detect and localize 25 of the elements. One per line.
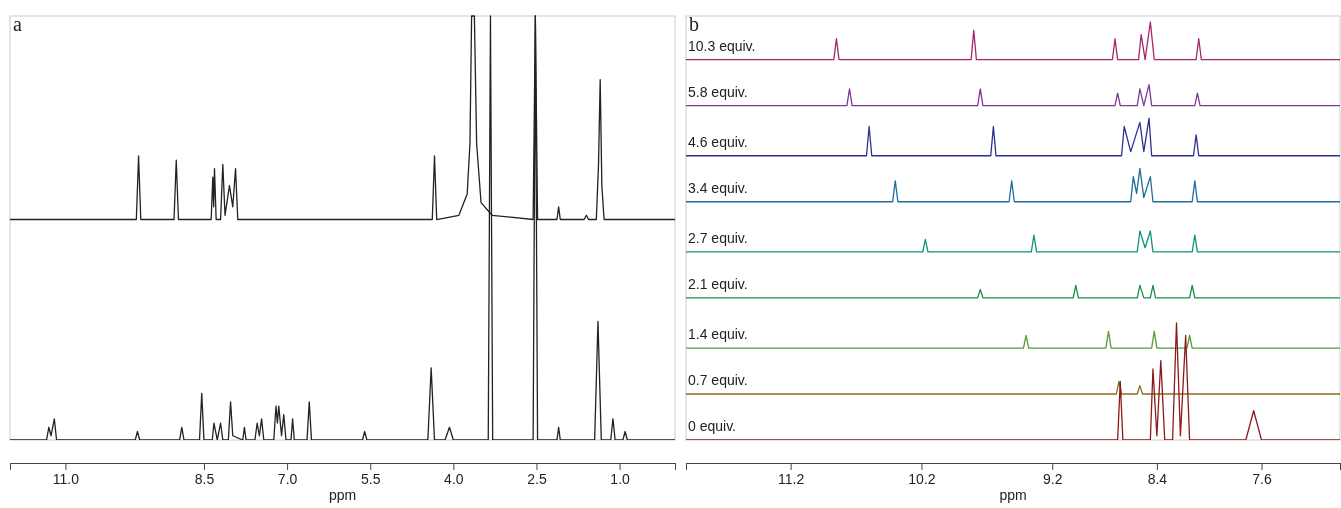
series-label: 0 equiv. <box>688 418 736 434</box>
x-tick-label: 9.2 <box>1043 470 1063 487</box>
x-tick-label: 11.2 <box>778 470 805 487</box>
series-label: 5.8 equiv. <box>688 83 748 100</box>
x-tick-label: 7.0 <box>277 470 298 487</box>
series-label: 3.4 equiv. <box>688 179 748 196</box>
series-label: 4.6 equiv. <box>688 133 748 150</box>
annotation: a <box>13 13 22 35</box>
x-tick-label: 4.0 <box>444 470 464 487</box>
x-tick-label: 5.5 <box>360 470 381 487</box>
x-tick-label: 8.5 <box>194 470 215 487</box>
x-axis-title: ppm <box>999 487 1027 503</box>
x-tick-label: 10.2 <box>908 470 936 487</box>
series-label: 1.4 equiv. <box>688 326 748 343</box>
series-label: 2.7 equiv. <box>688 229 748 246</box>
series-label: 10.3 equiv. <box>688 37 756 54</box>
series-label: 2.1 equiv. <box>688 275 748 292</box>
series-label: 0.7 equiv. <box>688 372 748 389</box>
x-tick-label: 11.0 <box>52 470 80 487</box>
x-axis-title: ppm <box>328 487 357 503</box>
annotation: b <box>689 13 699 35</box>
x-tick-label: 8.4 <box>1147 470 1168 487</box>
x-tick-label: 2.5 <box>527 470 547 487</box>
x-tick-label: 7.6 <box>1252 470 1272 487</box>
x-tick-label: 1.0 <box>610 470 631 487</box>
